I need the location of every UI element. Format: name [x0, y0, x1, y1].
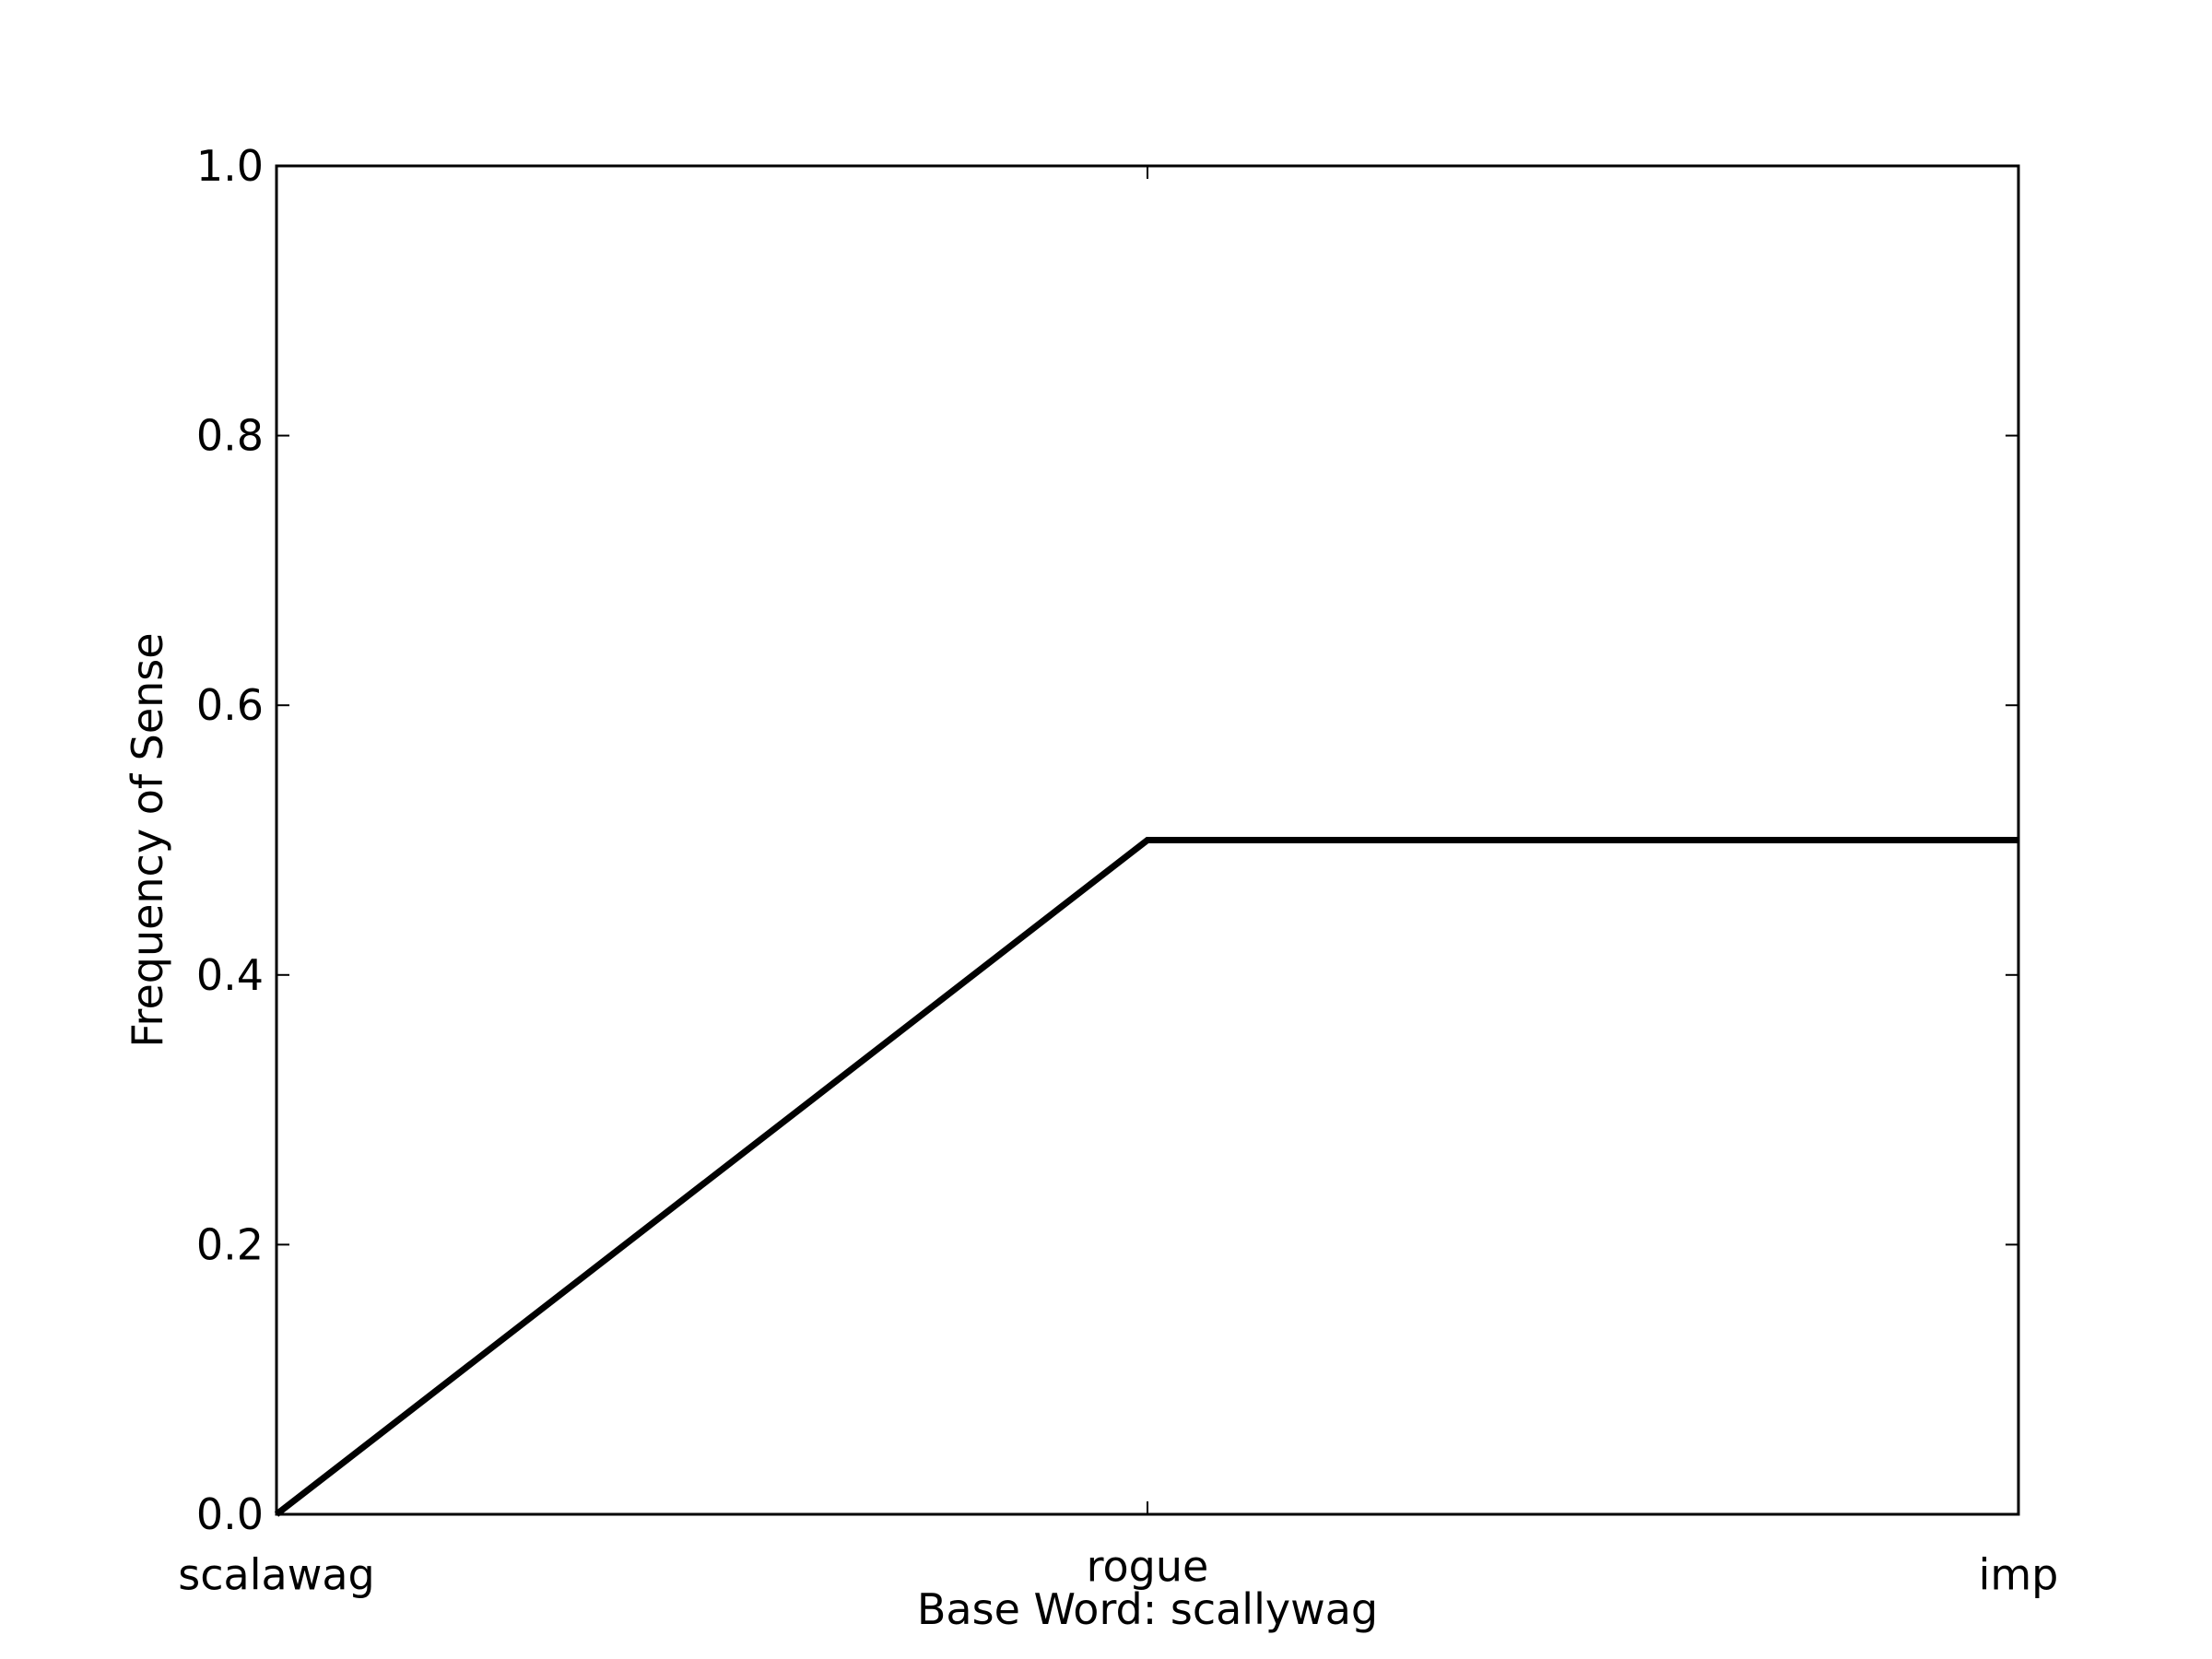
y-tick-label: 0.8	[196, 411, 264, 461]
tick-labels: 0.0 0.2 0.4 0.6 0.8 1.0 scalawag rogue imp	[178, 141, 2058, 1599]
x-axis-title: Base Word: scallywag	[917, 1584, 1378, 1634]
y-axis-title: Frequency of Sense	[123, 632, 172, 1047]
series-layer	[274, 837, 2018, 1517]
x-tick-label: rogue	[1087, 1541, 1209, 1591]
y-tick-label: 0.4	[196, 950, 264, 1000]
y-tick-label: 0.2	[196, 1219, 264, 1269]
ticks	[276, 165, 2019, 1515]
series-line	[274, 837, 2018, 1517]
y-tick-label: 0.0	[196, 1489, 264, 1539]
x-tick-label: scalawag	[178, 1549, 374, 1599]
y-tick-label: 1.0	[196, 141, 264, 191]
x-tick-label: imp	[1979, 1549, 2059, 1599]
y-tick-label: 0.6	[196, 680, 264, 730]
